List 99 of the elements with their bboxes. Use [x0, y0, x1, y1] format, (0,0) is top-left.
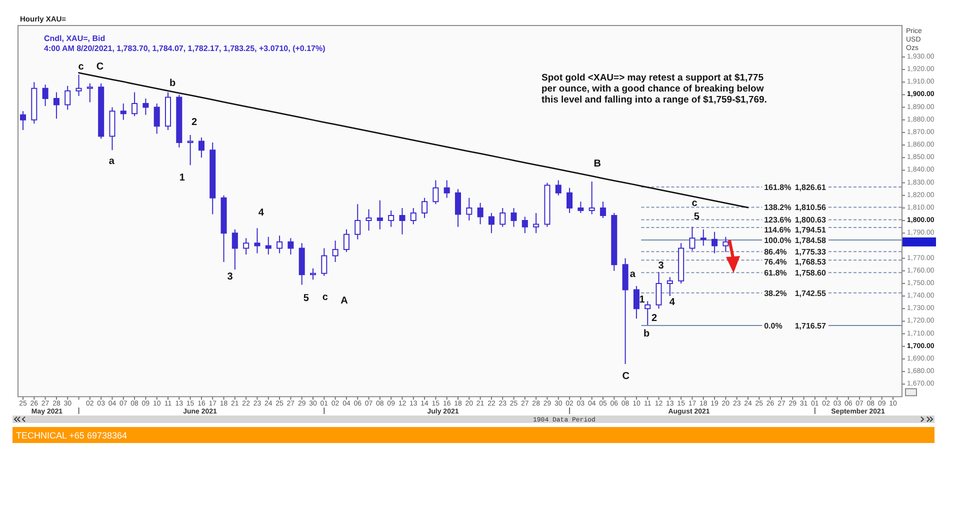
candlestick: [410, 207, 416, 225]
candlestick: [20, 110, 26, 130]
candlestick: [712, 231, 718, 254]
candlestick: [232, 228, 238, 270]
candlestick: [611, 212, 618, 272]
annotation: C: [96, 62, 104, 72]
candlestick: [310, 268, 316, 280]
candlestick: [533, 212, 540, 234]
annotation: c: [78, 62, 84, 72]
annotation: 2: [192, 116, 198, 128]
annotation: 1: [179, 172, 186, 184]
candlestick: [454, 188, 462, 228]
ref-line-label: 114.6% 1,794.51: [764, 225, 827, 234]
candlestick: [265, 236, 272, 256]
candlestick: [332, 240, 338, 263]
candlestick: [656, 272, 662, 310]
candlestick: [132, 92, 138, 117]
ref-line-label: 161.8% 1,826.61: [764, 182, 827, 192]
candlestick: [544, 182, 550, 228]
annotation: Spot gold <XAU=> may retest a support at $1,775 per ounce, with a good chance of breaking below this level and falling into a range of $1,759-$1,769.: [542, 72, 767, 106]
ref-line-label: 61.8% 1,758.60: [764, 268, 827, 278]
annotation: a: [630, 269, 636, 280]
ref-line-label: 123.6% 1,800.63: [764, 215, 827, 224]
candlestick: [176, 94, 182, 148]
annotation: 3: [658, 260, 664, 272]
candlestick: [31, 82, 38, 124]
candlestick: [566, 187, 573, 214]
candlestick: [321, 248, 328, 276]
candlestick: [376, 200, 383, 230]
candlestick: [522, 216, 528, 234]
candlestick: [466, 197, 472, 222]
candlestick: [298, 242, 305, 286]
annotation: B: [594, 158, 602, 170]
candlestick: [220, 194, 227, 263]
text: TECHNICAL +65 69738364: [16, 430, 127, 440]
text: 0.0% 1,716.57: [764, 321, 826, 330]
annotation: 5: [303, 293, 310, 304]
candlestick: [164, 92, 172, 130]
candlestick: [254, 228, 260, 254]
annotation: c: [692, 198, 698, 209]
candlestick: [488, 212, 494, 234]
candlestick: [53, 92, 60, 120]
candlestick: [622, 258, 628, 364]
candlestick: [432, 180, 439, 205]
annotation: 5: [694, 211, 700, 222]
candlestick: [243, 238, 250, 256]
candlestick: [354, 204, 361, 240]
annotation: 4: [258, 208, 264, 218]
candlestick: [722, 236, 729, 252]
candlestick: [633, 285, 640, 320]
candlestick: [288, 238, 294, 256]
candlestick: [399, 207, 406, 235]
candlestick: [700, 228, 706, 246]
candlestick: [666, 276, 673, 297]
candlestick: [276, 235, 283, 254]
candlestick: [142, 98, 149, 116]
candlestick: [678, 242, 684, 284]
candlestick: [64, 85, 71, 110]
candlestick: [42, 84, 48, 107]
candlestick: [120, 103, 126, 120]
candlestick: [76, 74, 82, 96]
candlestick: [588, 181, 595, 215]
annotation: c: [322, 292, 328, 303]
candlestick: [388, 210, 394, 228]
candlestick: [366, 208, 372, 232]
annotation: 4:00 AM 8/20/2021, 1,783.70, 1,784.07, 1,782.17, 1,783.25, +3.0710, (+0.17%): [44, 44, 326, 53]
candlestick: [444, 180, 450, 198]
annotation: 2: [652, 313, 658, 324]
ref-line-label: 76.4% 1,768.53: [764, 257, 827, 266]
annotation: A: [340, 296, 348, 307]
ref-line-label: 100.0% 1,784.58: [764, 235, 827, 244]
annotation: b: [169, 78, 176, 89]
candlestick: [600, 201, 606, 219]
ref-line-label: 38.2% 1,742.55: [764, 288, 827, 298]
candlestick: [109, 106, 116, 151]
candlestick: [500, 207, 506, 228]
candlestick: [198, 136, 204, 158]
annotation: 3: [227, 272, 234, 283]
candlestick: [578, 201, 584, 214]
ref-line-label: 138.2% 1,810.56: [764, 202, 827, 212]
candlestick: [154, 103, 160, 134]
annotation: 1: [639, 294, 646, 306]
annotation: b: [643, 328, 650, 340]
candlestick: [510, 207, 517, 228]
annotation: a: [108, 156, 115, 167]
annotation: C: [622, 371, 630, 382]
candlestick: [555, 180, 562, 196]
candlestick: [689, 226, 696, 252]
candlestick: [644, 300, 651, 326]
candlestick: [343, 228, 350, 252]
candlestick: [210, 142, 216, 215]
annotation: 4: [669, 296, 676, 308]
candlestick: [86, 82, 93, 103]
candlestick: [422, 197, 428, 219]
candlestick: [98, 82, 104, 140]
candlestick: [477, 202, 484, 225]
text: Cndl, XAU=, Bid: [44, 34, 106, 43]
ref-line-label: 86.4% 1,775.33: [764, 247, 827, 256]
candlestick: [187, 134, 194, 166]
